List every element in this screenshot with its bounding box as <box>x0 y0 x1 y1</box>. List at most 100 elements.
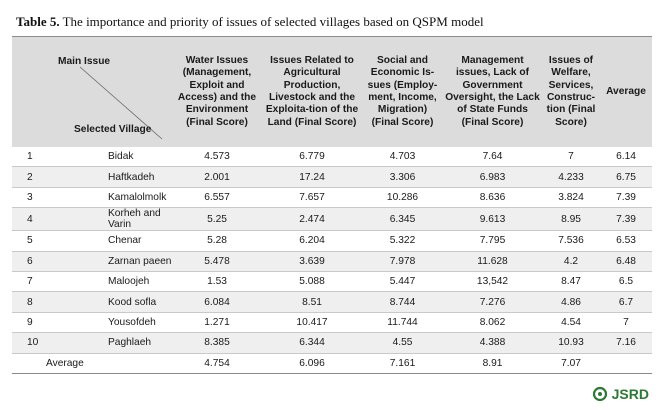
score-cell: 8.47 <box>542 271 600 293</box>
average-row-label: Average <box>12 353 172 374</box>
score-cell: 6.7 <box>600 291 652 313</box>
row-index: 2 <box>12 166 56 188</box>
score-cell: 8.744 <box>362 291 443 313</box>
diagonal-header-cell: Main Issue Selected Village <box>12 36 172 147</box>
village-name: Kood sofla <box>56 291 172 313</box>
score-cell: 6.75 <box>600 166 652 188</box>
score-cell: 17.24 <box>262 166 362 188</box>
village-name: Paghlaeh <box>56 332 172 354</box>
table-body: 1 Bidak 4.573 6.779 4.703 7.64 7 6.14 2 Haftkadeh… <box>12 147 652 374</box>
row-index: 5 <box>12 230 56 252</box>
score-cell: 7 <box>542 147 600 168</box>
caption-text: The importance and priority of issues of… <box>59 14 484 29</box>
diagonal-divider <box>79 66 163 140</box>
village-name: Korheh and Varin <box>56 207 172 232</box>
qspm-table: Main Issue Selected Village Water Issues… <box>12 36 652 374</box>
score-cell: 5.447 <box>362 271 443 293</box>
score-cell: 7 <box>600 312 652 334</box>
table-row: 2 Haftkadeh 2.001 17.24 3.306 6.983 4.233 6.75 <box>12 166 652 188</box>
score-cell: 4.54 <box>542 312 600 334</box>
score-cell: 4.233 <box>542 166 600 188</box>
score-cell: 7.64 <box>443 147 542 168</box>
average-cell: 7.07 <box>542 353 600 374</box>
village-name: Bidak <box>56 147 172 168</box>
caption-label: Table 5. <box>16 14 60 29</box>
village-name: Yousofdeh <box>56 312 172 334</box>
score-cell: 2.001 <box>172 166 262 188</box>
row-index: 9 <box>12 312 56 334</box>
score-cell: 6.5 <box>600 271 652 293</box>
score-cell: 10.417 <box>262 312 362 334</box>
col-header-welfare: Issues of Welfare, Services, Construc-ti… <box>542 36 600 147</box>
score-cell: 11.744 <box>362 312 443 334</box>
score-cell: 6.345 <box>362 207 443 232</box>
jsrd-logo-icon <box>592 386 607 402</box>
row-index: 1 <box>12 147 56 168</box>
score-cell: 11.628 <box>443 251 542 272</box>
row-index: 8 <box>12 291 56 313</box>
score-cell: 7.39 <box>600 187 652 209</box>
score-cell: 2.474 <box>262 207 362 232</box>
col-header-social-economic: Social and Economic Is-sues (Employ-ment… <box>362 36 443 147</box>
table-row: 1 Bidak 4.573 6.779 4.703 7.64 7 6.14 <box>12 147 652 168</box>
header-row: Main Issue Selected Village Water Issues… <box>12 36 652 147</box>
score-cell: 1.53 <box>172 271 262 293</box>
score-cell: 3.824 <box>542 187 600 209</box>
village-name: Zarnan paeen <box>56 251 172 272</box>
table-row: 3 Kamalolmolk 6.557 7.657 10.286 8.636 3.824 7.… <box>12 187 652 209</box>
score-cell: 6.53 <box>600 230 652 252</box>
score-cell: 5.478 <box>172 251 262 272</box>
score-cell: 10.286 <box>362 187 443 209</box>
score-cell: 3.639 <box>262 251 362 272</box>
score-cell: 7.276 <box>443 291 542 313</box>
jsrd-logo-text: JSRD <box>611 386 649 402</box>
score-cell: 5.322 <box>362 230 443 252</box>
average-cell <box>600 353 652 374</box>
row-index: 10 <box>12 332 56 354</box>
score-cell: 8.636 <box>443 187 542 209</box>
average-cell: 7.161 <box>362 353 443 374</box>
jsrd-logo: JSRD <box>592 386 649 402</box>
score-cell: 8.51 <box>262 291 362 313</box>
score-cell: 7.978 <box>362 251 443 272</box>
score-cell: 8.95 <box>542 207 600 232</box>
row-index: 3 <box>12 187 56 209</box>
col-header-management: Management issues, Lack of Government Ov… <box>443 36 542 147</box>
score-cell: 6.48 <box>600 251 652 272</box>
score-cell: 8.385 <box>172 332 262 354</box>
score-cell: 4.703 <box>362 147 443 168</box>
average-row: Average 4.754 6.096 7.161 8.91 7.07 <box>12 353 652 374</box>
col-header-average: Average <box>600 36 652 147</box>
selected-village-label: Selected Village <box>74 123 152 135</box>
score-cell: 6.344 <box>262 332 362 354</box>
table-row: 10 Paghlaeh 8.385 6.344 4.55 4.388 10.93 7.16 <box>12 332 652 354</box>
score-cell: 3.306 <box>362 166 443 188</box>
score-cell: 6.14 <box>600 147 652 168</box>
table-row: 4 Korheh and Varin 5.25 2.474 6.345 9.613 8.95… <box>12 207 652 232</box>
village-name: Maloojeh <box>56 271 172 293</box>
village-name: Haftkadeh <box>56 166 172 188</box>
main-issue-label: Main Issue <box>58 56 111 67</box>
score-cell: 6.983 <box>443 166 542 188</box>
score-cell: 8.062 <box>443 312 542 334</box>
score-cell: 7.657 <box>262 187 362 209</box>
score-cell: 9.613 <box>443 207 542 232</box>
row-index: 7 <box>12 271 56 293</box>
village-name: Chenar <box>56 230 172 252</box>
score-cell: 13,542 <box>443 271 542 293</box>
score-cell: 5.28 <box>172 230 262 252</box>
average-cell: 8.91 <box>443 353 542 374</box>
score-cell: 7.795 <box>443 230 542 252</box>
table-row: 7 Maloojeh 1.53 5.088 5.447 13,542 8.47 6.5 <box>12 271 652 293</box>
score-cell: 6.204 <box>262 230 362 252</box>
score-cell: 10.93 <box>542 332 600 354</box>
score-cell: 6.084 <box>172 291 262 313</box>
table-row: 6 Zarnan paeen 5.478 3.639 7.978 11.628 4.2 6.4… <box>12 251 652 272</box>
score-cell: 4.55 <box>362 332 443 354</box>
row-index: 6 <box>12 251 56 272</box>
col-header-agriculture: Issues Related to Agricultural Productio… <box>262 36 362 147</box>
score-cell: 5.25 <box>172 207 262 232</box>
score-cell: 7.16 <box>600 332 652 354</box>
table-caption: Table 5. The importance and priority of … <box>16 14 484 30</box>
score-cell: 7.536 <box>542 230 600 252</box>
